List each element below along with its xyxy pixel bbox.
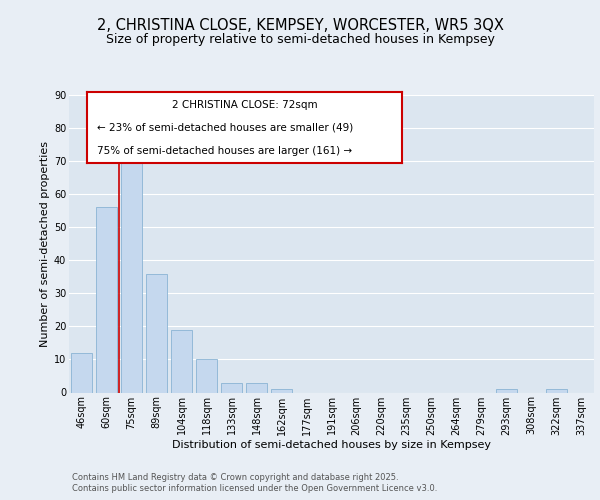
Y-axis label: Number of semi-detached properties: Number of semi-detached properties: [40, 141, 50, 347]
Bar: [171, 330, 192, 392]
Bar: [71, 353, 92, 393]
Bar: [246, 382, 267, 392]
Bar: [221, 382, 242, 392]
Bar: [271, 389, 292, 392]
Bar: [146, 274, 167, 392]
X-axis label: Distribution of semi-detached houses by size in Kempsey: Distribution of semi-detached houses by …: [172, 440, 491, 450]
Text: Contains public sector information licensed under the Open Government Licence v3: Contains public sector information licen…: [72, 484, 437, 493]
Bar: [546, 389, 567, 392]
Text: 2, CHRISTINA CLOSE, KEMPSEY, WORCESTER, WR5 3QX: 2, CHRISTINA CLOSE, KEMPSEY, WORCESTER, …: [97, 18, 503, 32]
Text: Size of property relative to semi-detached houses in Kempsey: Size of property relative to semi-detach…: [106, 32, 494, 46]
Bar: [96, 208, 117, 392]
Bar: [196, 360, 217, 392]
Bar: [496, 389, 517, 392]
Text: Contains HM Land Registry data © Crown copyright and database right 2025.: Contains HM Land Registry data © Crown c…: [72, 472, 398, 482]
Bar: [121, 151, 142, 392]
